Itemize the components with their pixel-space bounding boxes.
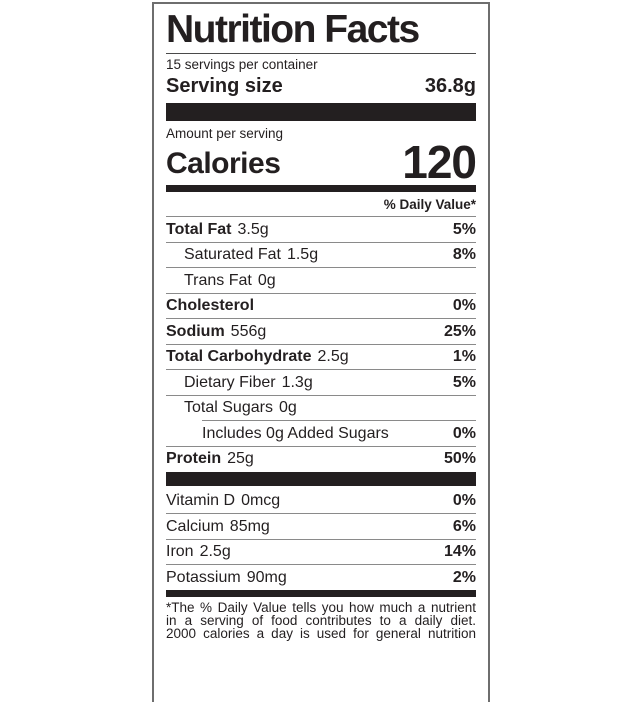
- amount-per-serving-label: Amount per serving: [166, 126, 284, 141]
- nutrient-row: Trans Fat 0g: [166, 267, 476, 293]
- nutrient-daily-value: 5%: [452, 220, 476, 238]
- nutrient-name: Potassium: [166, 568, 241, 586]
- nutrient-name: Protein: [166, 450, 222, 467]
- nutrient-amount: 0mcg: [241, 492, 281, 509]
- nutrient-name: Trans Fat: [184, 271, 252, 289]
- nutrient-row: Cholesterol 0%: [166, 292, 476, 319]
- footnote-line: *The % Daily Value tells you how much a …: [166, 599, 476, 615]
- divider-mid-bar: [166, 185, 476, 192]
- nutrient-row: Iron 2.5g 14%: [166, 538, 476, 565]
- nutrient-name: Sodium: [166, 322, 225, 340]
- nutrient-left: Potassium 90mg: [166, 569, 287, 587]
- nutrient-name: Iron: [166, 543, 194, 560]
- serving-size-row: Serving size 36.8g: [166, 73, 476, 103]
- nutrient-daily-value: 1%: [452, 348, 476, 365]
- nutrient-name: Total Carbohydrate: [166, 348, 312, 365]
- divider-thick-bar: [166, 103, 476, 121]
- nutrient-daily-value: 8%: [452, 246, 476, 263]
- nutrient-daily-value: 0%: [452, 297, 476, 314]
- nutrient-amount: 3.5g: [237, 220, 269, 238]
- nutrient-amount: 90mg: [246, 568, 287, 586]
- nutrient-daily-value: 25%: [443, 322, 476, 340]
- nutrient-daily-value: 0%: [452, 424, 476, 442]
- nutrient-left: Dietary Fiber 1.3g: [184, 374, 313, 392]
- nutrition-facts-label: Nutrition Facts 15 servings per containe…: [152, 2, 490, 702]
- nutrient-name: Cholesterol: [166, 297, 255, 314]
- nutrient-amount: 2.5g: [317, 348, 349, 365]
- nutrient-row: Includes 0g Added Sugars 0%: [202, 420, 476, 446]
- nutrient-daily-value: 5%: [452, 373, 476, 391]
- nutrient-row: Protein 25g 50%: [166, 445, 476, 472]
- nutrient-amount: 2.5g: [199, 543, 231, 560]
- divider-mid-bar-2: [166, 589, 476, 597]
- footnote-line: 2000 calories a day is used for general …: [166, 626, 476, 642]
- nutrient-row: Calcium 85mg 6%: [166, 513, 476, 539]
- nutrient-row: Total Carbohydrate 2.5g 1%: [166, 343, 476, 370]
- nutrient-name: Total Fat: [166, 220, 232, 238]
- nutrient-row: Total Sugars 0g: [166, 394, 476, 421]
- nutrient-row: Vitamin D 0mcg 0%: [166, 486, 476, 513]
- serving-size-label: Serving size: [166, 75, 283, 97]
- nutrient-daily-value: 2%: [452, 568, 476, 586]
- nutrient-row: Dietary Fiber 1.3g 5%: [166, 369, 476, 395]
- nutrient-left: Iron 2.5g: [166, 543, 231, 561]
- nutrient-amount: 556g: [230, 322, 267, 340]
- nutrient-daily-value: 0%: [452, 492, 476, 509]
- nutrient-amount: 25g: [227, 450, 254, 467]
- nutrient-left: Trans Fat 0g: [184, 272, 276, 290]
- nutrient-left: Vitamin D 0mcg: [166, 492, 280, 510]
- footnote-line: in a serving of food contributes to a da…: [166, 612, 476, 628]
- nutrient-name: Vitamin D: [166, 492, 236, 509]
- calories-label: Calories: [166, 147, 281, 180]
- serving-size-value: 36.8g: [424, 75, 476, 97]
- nutrient-name: Saturated Fat: [184, 246, 281, 263]
- nutrient-left: Protein 25g: [166, 450, 254, 468]
- divider-thick-bar-2: [166, 472, 476, 486]
- label-title: Nutrition Facts: [166, 4, 476, 54]
- nutrient-row: Total Fat 3.5g 5%: [166, 216, 476, 242]
- servings-per-container: 15 servings per container: [166, 57, 318, 72]
- nutrient-row: Sodium 556g 25%: [166, 318, 476, 344]
- nutrient-amount: 0g: [257, 271, 276, 289]
- nutrient-amount: 0g: [278, 399, 297, 416]
- nutrient-left: Total Sugars 0g: [184, 399, 297, 417]
- calories-row: Calories 120: [166, 136, 477, 188]
- nutrient-daily-value: 14%: [443, 543, 476, 560]
- nutrient-left: Includes 0g Added Sugars: [202, 425, 389, 443]
- nutrient-amount: 1.5g: [286, 246, 319, 263]
- nutrient-left: Total Carbohydrate 2.5g: [166, 348, 349, 366]
- calories-value: 120: [402, 136, 477, 188]
- micronutrient-rows: Vitamin D 0mcg 0% Calcium 85mg 6% Iron 2.5g…: [166, 486, 476, 590]
- nutrient-rows: Total Fat 3.5g 5% Saturated Fat 1.5g 8% Tr…: [166, 216, 476, 471]
- nutrient-left: Cholesterol: [166, 297, 254, 315]
- nutrient-row: Potassium 90mg 2%: [166, 564, 476, 590]
- nutrient-left: Saturated Fat 1.5g: [184, 246, 318, 264]
- nutrient-amount: 1.3g: [281, 373, 313, 391]
- nutrient-name: Calcium: [166, 517, 224, 535]
- nutrient-left: Total Fat 3.5g: [166, 221, 269, 239]
- nutrient-amount: 85mg: [229, 517, 270, 535]
- nutrient-name: Dietary Fiber: [184, 373, 276, 391]
- nutrient-name: Includes 0g Added Sugars: [202, 424, 389, 442]
- nutrient-left: Sodium 556g: [166, 323, 266, 341]
- nutrient-left: Calcium 85mg: [166, 518, 270, 536]
- nutrient-daily-value: 6%: [452, 517, 476, 535]
- nutrient-row: Saturated Fat 1.5g 8%: [166, 241, 476, 268]
- footnote: *The % Daily Value tells you how much a …: [166, 597, 476, 641]
- nutrient-name: Total Sugars: [184, 399, 273, 416]
- nutrient-daily-value: 50%: [443, 450, 476, 467]
- daily-value-header: % Daily Value*: [383, 197, 476, 212]
